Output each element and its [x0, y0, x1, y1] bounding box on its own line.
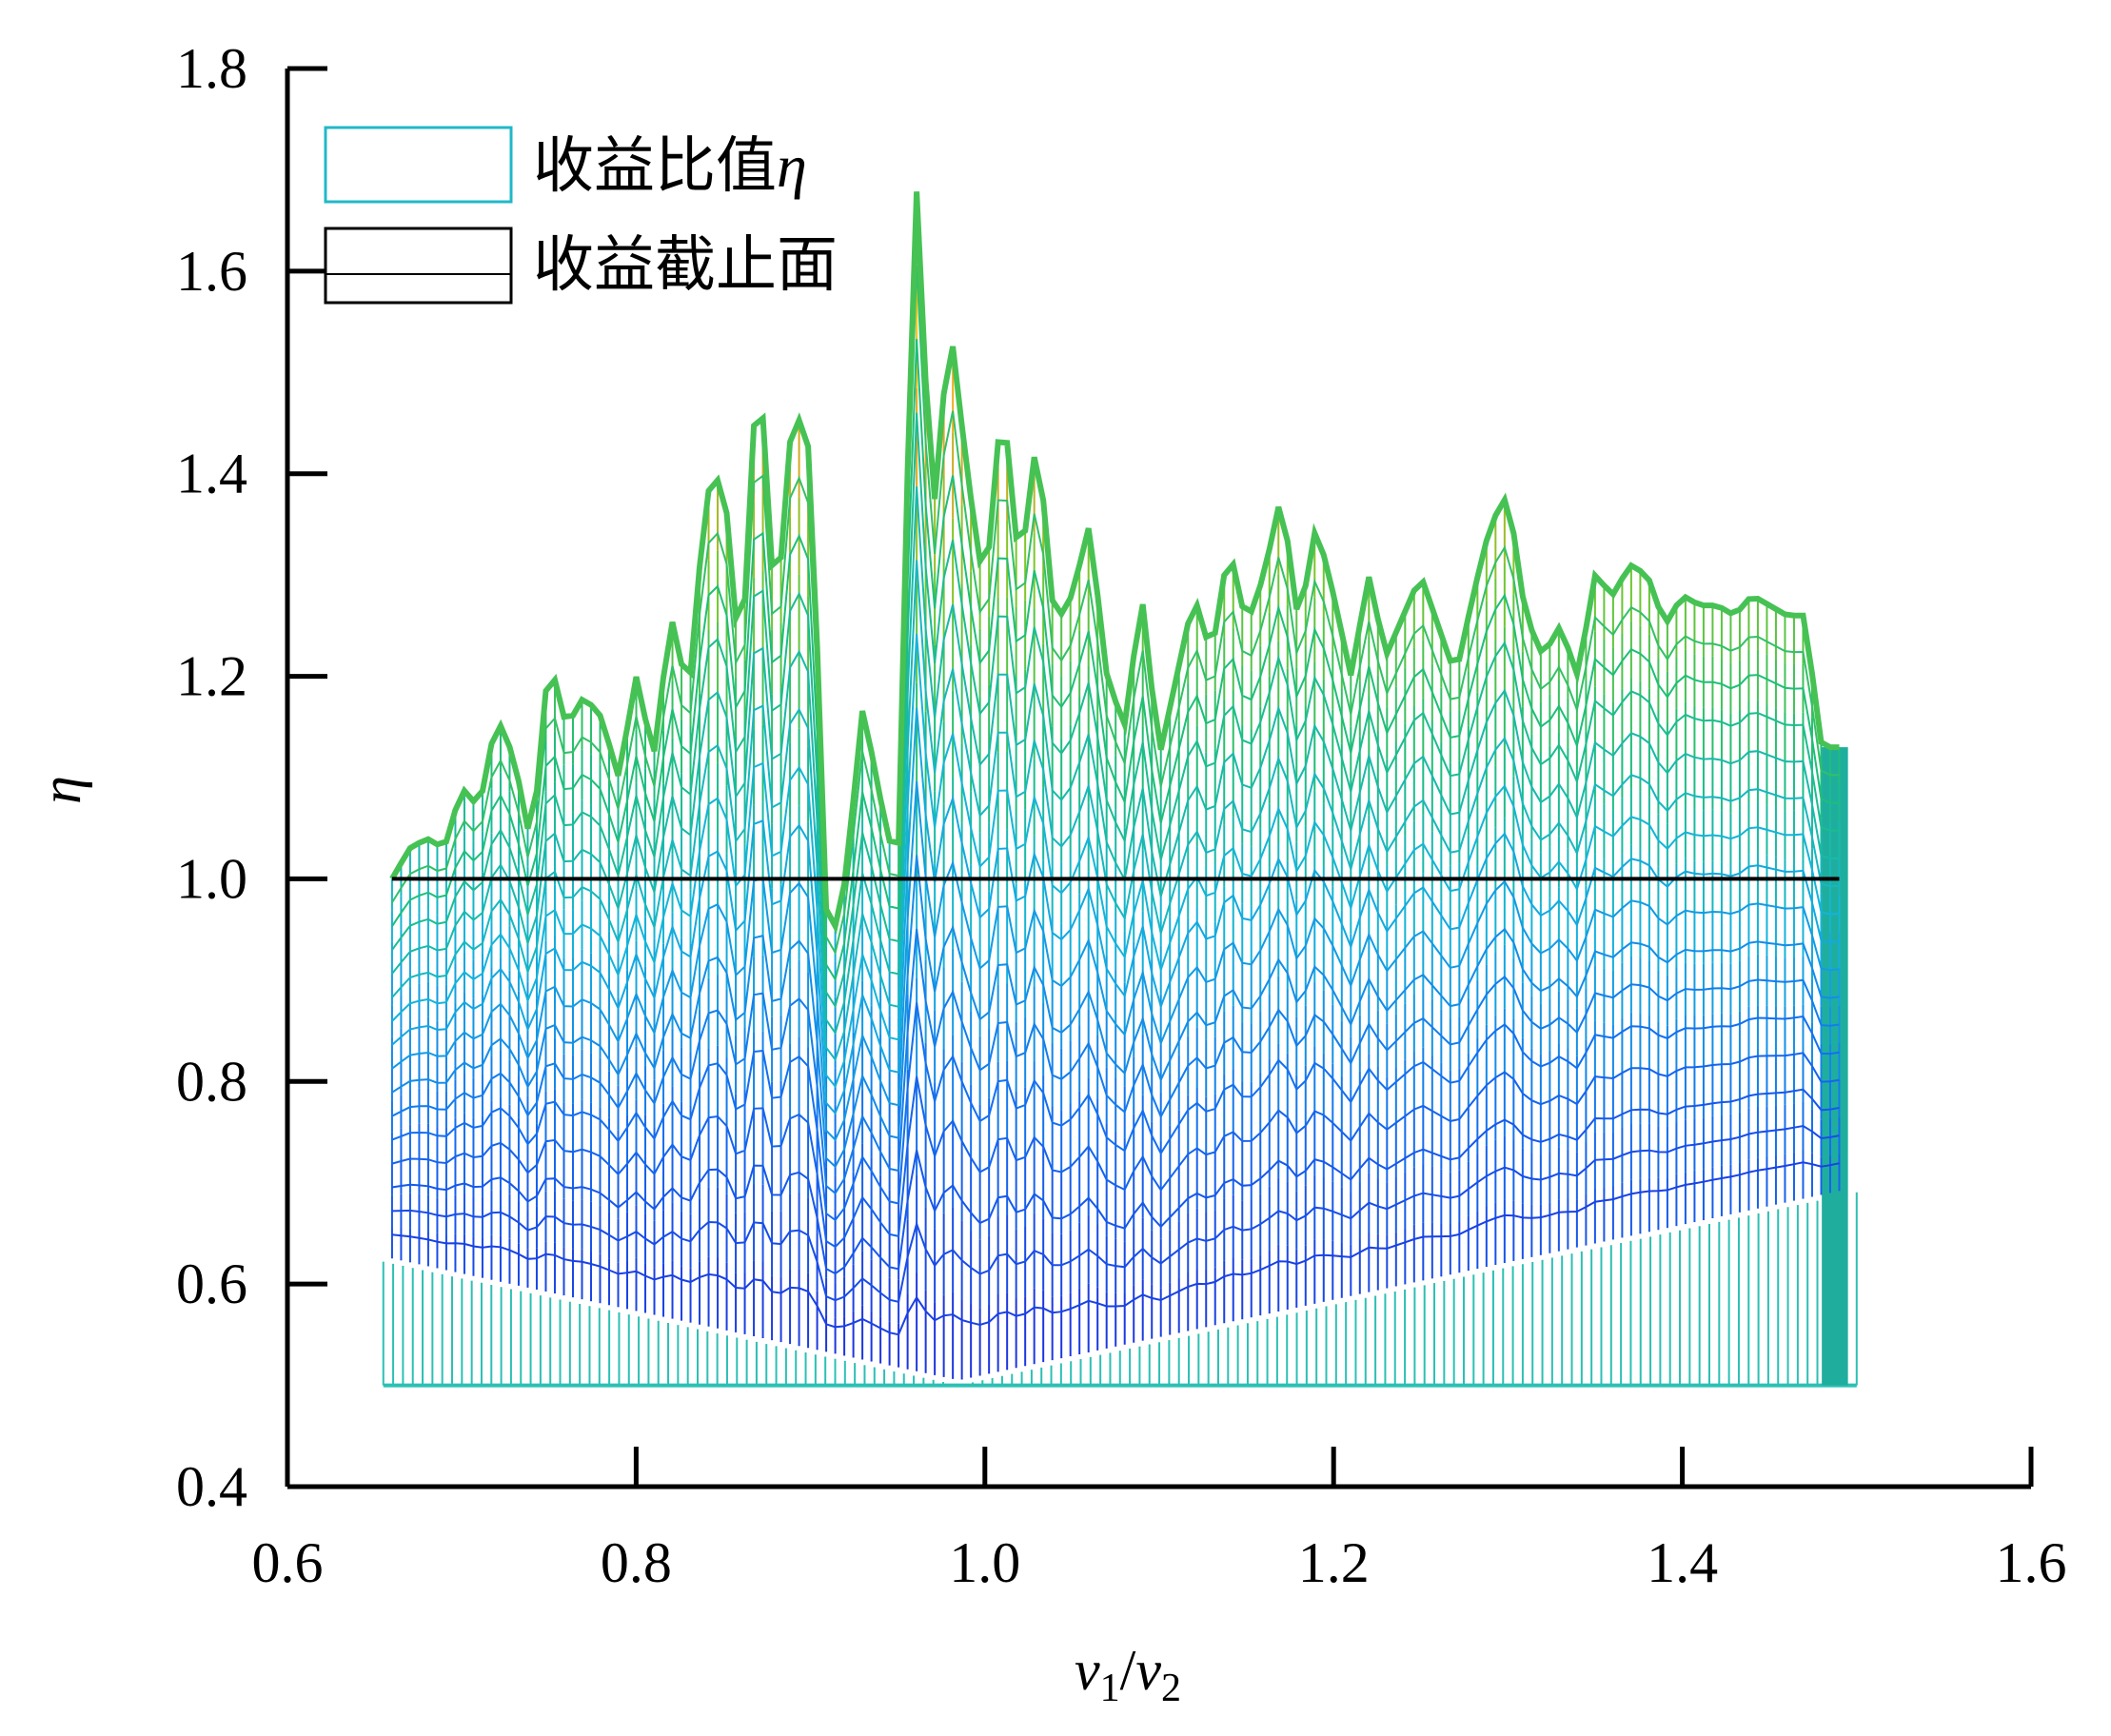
y-tick-label: 1.4: [176, 443, 247, 505]
mesh-contour-line: [391, 1161, 1840, 1336]
mesh-contour-line: [391, 1088, 1840, 1275]
x-axis-title-v1: v: [1075, 1639, 1100, 1702]
y-axis-title: η: [30, 776, 92, 804]
x-ticks: 0.6 0.8 1.0 1.2 1.4 1.6: [252, 1447, 2067, 1594]
mesh-contour-line: [391, 486, 1840, 1036]
x-axis-title-sub1: 1: [1100, 1667, 1120, 1710]
x-tick-label: 1.0: [949, 1531, 1020, 1594]
axes: 0.40.60.81.01.21.41.61.8 0.6 0.8 1.0 1.2 1.4…: [176, 37, 2067, 1594]
x-tick-label: 1.4: [1647, 1531, 1718, 1594]
x-tick-label: 0.6: [252, 1531, 324, 1594]
x-axis-title: v1/v2: [1075, 1639, 1181, 1710]
mesh-contour-line: [391, 560, 1840, 1062]
x-tick-label: 1.2: [1298, 1531, 1370, 1594]
y-tick-label: 0.4: [176, 1455, 247, 1518]
y-tick-label: 1.8: [176, 37, 247, 100]
y-tick-label: 1.6: [176, 240, 247, 303]
y-tick-label: 1.0: [176, 847, 247, 910]
legend-swatch-cutoff: [324, 227, 513, 305]
mesh-contour-line: [391, 412, 1840, 1009]
legend: 收益比值η 收益截止面: [324, 126, 838, 305]
y-tick-label: 1.2: [176, 645, 247, 708]
mesh-contour-line: [391, 339, 1840, 982]
x-axis-title-sub2: 2: [1161, 1667, 1181, 1710]
mesh-contour-line: [391, 780, 1840, 1142]
mesh-contour-line: [391, 634, 1840, 1089]
y-tick-label: 0.6: [176, 1253, 247, 1315]
legend-label-cutoff: 收益截止面: [533, 230, 838, 301]
base-right-wall: [1822, 747, 1848, 1386]
mesh-contour-line: [391, 265, 1840, 956]
legend-swatch-ratio: [324, 126, 513, 204]
mesh-base-curtain: [382, 747, 1858, 1388]
mesh-contour-line: [391, 1052, 1840, 1249]
mesh-contour-line: [391, 1124, 1840, 1303]
ratio-surface-mesh: [389, 191, 1841, 1380]
mesh-contour-line: [391, 855, 1840, 1169]
y-ticks: 0.4 0.6 0.8 1.0 1.2 1.4 1.6 1.8: [176, 37, 327, 1518]
mesh-contour-line: [389, 191, 1840, 935]
mesh-contour-line: [391, 707, 1840, 1115]
x-tick-label: 1.6: [1996, 1531, 2067, 1594]
legend-label-ratio-text: 收益比值: [533, 131, 777, 202]
legend-label-ratio: 收益比值η: [533, 131, 807, 202]
mesh-contour-line: [391, 928, 1840, 1195]
x-tick-label: 0.8: [601, 1531, 672, 1594]
y-tick-label: 0.8: [176, 1050, 247, 1113]
x-axis-title-slash: /: [1120, 1639, 1136, 1702]
x-axis-title-v2: v: [1135, 1639, 1161, 1702]
legend-label-ratio-symbol: η: [777, 132, 807, 200]
mesh-contour-line: [391, 1002, 1840, 1222]
